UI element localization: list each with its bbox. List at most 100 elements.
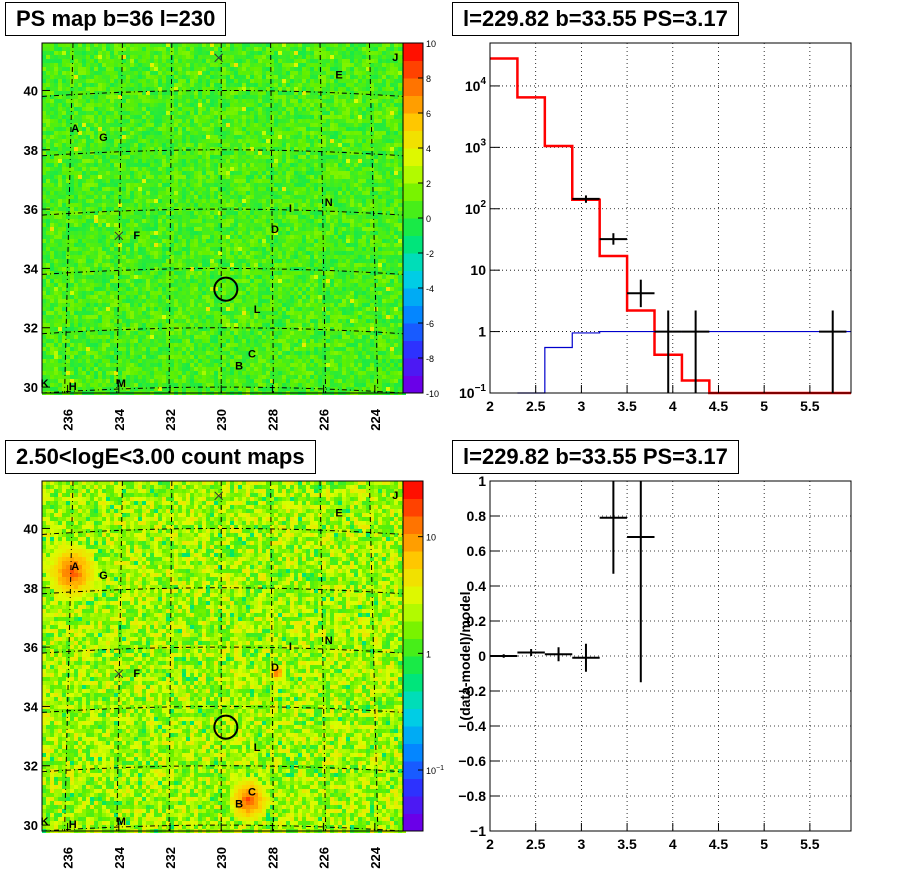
count-map-colorbar-bin <box>403 761 423 779</box>
count-map-colorbar-bin <box>403 638 423 657</box>
count-map-x-tick-label: 224 <box>368 846 383 868</box>
ps-map-colorbar-bin <box>403 340 423 359</box>
count-map-x-marker <box>114 669 124 679</box>
ps-map-y-tick-label: 36 <box>24 202 38 217</box>
spectrum-x-tick-label: 2 <box>486 398 494 414</box>
spectrum-x-tick-label: 5.5 <box>800 398 820 414</box>
count-map-source-label-b: B <box>235 798 243 810</box>
spectrum-step-series-0 <box>490 57 851 395</box>
count-map-parallel <box>41 705 404 713</box>
residual-y-tick-label: −0.4 <box>458 718 486 734</box>
count-map-y-tick-label: 36 <box>24 640 38 655</box>
ps-map-x-tick-label: 232 <box>163 409 178 431</box>
ps-map-x-tick-label: 228 <box>265 409 280 431</box>
count-map-x-tick-label: 232 <box>163 847 178 869</box>
spectrum-x-tick-label: 3 <box>577 398 585 414</box>
spectrum-x-tick-label: 4.5 <box>709 398 729 414</box>
residual-y-tick-label: 0.6 <box>467 543 487 559</box>
count-map-colorbar-bin <box>403 603 423 622</box>
spectrum-frame <box>489 42 852 394</box>
ps-map-x-tick-label: 236 <box>61 409 76 431</box>
residual-y-tick-label: −0.2 <box>458 683 486 699</box>
count-map-y-tick-label: 34 <box>24 699 39 714</box>
ps-map-colorbar-label: -6 <box>426 319 434 329</box>
ps-map-source-label-a: A <box>71 123 79 135</box>
ps-map-colorbar-label: 2 <box>426 179 431 189</box>
ps-map-y-tick-label: 34 <box>24 261 39 276</box>
residual-y-tick-label: −0.6 <box>458 753 486 769</box>
ps-map-x-marker <box>114 231 124 241</box>
count-map-colorbar-bin <box>403 796 423 814</box>
count-map-parallel <box>41 824 404 832</box>
residual-y-tick-label: 0.2 <box>467 613 487 629</box>
residual-x-tick-label: 4 <box>669 836 677 852</box>
ps-map-meridian <box>368 42 379 394</box>
count-map-meridian <box>64 480 74 832</box>
count-map-meridian <box>270 480 274 832</box>
count-map-y-tick-label: 32 <box>24 759 38 774</box>
ps-map-colorbar-bin <box>403 78 423 96</box>
ps-map-x-tick-label: 234 <box>112 408 127 430</box>
count-map-x-tick-label: 226 <box>317 847 332 869</box>
count-map-colorbar-bin <box>403 726 423 744</box>
count-map-source-label-m: M <box>117 816 126 828</box>
residual-x-tick-label: 4.5 <box>709 836 729 852</box>
ps-map-colorbar-bin <box>403 270 423 289</box>
ps-map-x-tick-label: 224 <box>368 408 383 430</box>
ps-map-colorbar-label: 8 <box>426 74 431 84</box>
count-map-source-label-g: G <box>99 570 108 582</box>
ps-map-source-label-n: N <box>325 197 333 209</box>
ps-map-colorbar-label: 6 <box>426 109 431 119</box>
count-map-colorbar-bin <box>403 516 423 534</box>
residual-x-tick-label: 2.5 <box>526 836 546 852</box>
count-map-colorbar-bin <box>403 708 423 727</box>
count-map-source-label-n: N <box>325 635 333 647</box>
count-map-colorbar-bin <box>403 621 423 639</box>
ps-map-x-tick-label: 230 <box>214 409 229 431</box>
spectrum-x-tick-label: 4 <box>669 398 677 414</box>
count-map-meridian <box>319 480 327 832</box>
spectrum-y-tick-label: 104 <box>465 76 487 94</box>
ps-map-colorbar-bin <box>403 253 423 271</box>
ps-map-target-circle <box>213 276 239 302</box>
count-map-colorbar-bin <box>403 498 423 517</box>
ps-map-colorbar-bin <box>403 358 423 376</box>
ps-map-colorbar-bin <box>403 305 423 324</box>
count-map-source-label-h: H <box>69 819 77 831</box>
ps-map-colorbar-label: -2 <box>426 249 434 259</box>
spectrum-step-series-1 <box>517 330 851 394</box>
spectrum-y-tick-label: 10 <box>470 262 486 278</box>
count-map-colorbar-bin <box>403 813 423 832</box>
spectrum-x-tick-label: 3.5 <box>617 398 637 414</box>
count-map-colorbar-bin <box>403 568 423 587</box>
count-map-meridian <box>168 480 173 832</box>
ps-map-colorbar-bin <box>403 165 423 184</box>
count-map-meridian <box>116 480 123 832</box>
count-map-x-tick-label: 228 <box>265 847 280 869</box>
spectrum-x-tick-label: 5 <box>760 398 768 414</box>
ps-map-colorbar-label: -10 <box>426 389 439 399</box>
count-map-y-tick-label: 40 <box>24 521 38 536</box>
ps-map-colorbar-bin <box>403 235 423 254</box>
ps-map-colorbar-bin <box>403 323 423 341</box>
ps-map-colorbar-label: -4 <box>426 284 434 294</box>
ps-map-source-label-g: G <box>99 132 108 144</box>
ps-map-colorbar-label: 0 <box>426 214 431 224</box>
residual-y-axis-label: (data-model)/model <box>457 591 473 720</box>
ps-map-meridian <box>168 42 173 394</box>
ps-map-colorbar-bin <box>403 113 423 131</box>
ps-map-colorbar-bin <box>403 95 423 114</box>
count-map-y-tick-label: 38 <box>24 581 38 596</box>
spectrum-y-tick-label: 1 <box>478 324 486 340</box>
count-map-source-label-a: A <box>71 561 79 573</box>
ps-map-colorbar-label: 10 <box>426 39 436 49</box>
ps-map-parallel <box>41 386 404 394</box>
ps-map-colorbar-bin <box>403 200 423 219</box>
ps-map-source-label-d: D <box>271 224 279 236</box>
count-map-colorbar-label: 1 <box>426 649 431 659</box>
residual-x-tick-label: 2 <box>486 836 494 852</box>
ps-map-colorbar-label: 4 <box>426 144 431 154</box>
residual-x-tick-label: 3.5 <box>617 836 637 852</box>
ps-map-source-label-k: K <box>41 378 49 390</box>
